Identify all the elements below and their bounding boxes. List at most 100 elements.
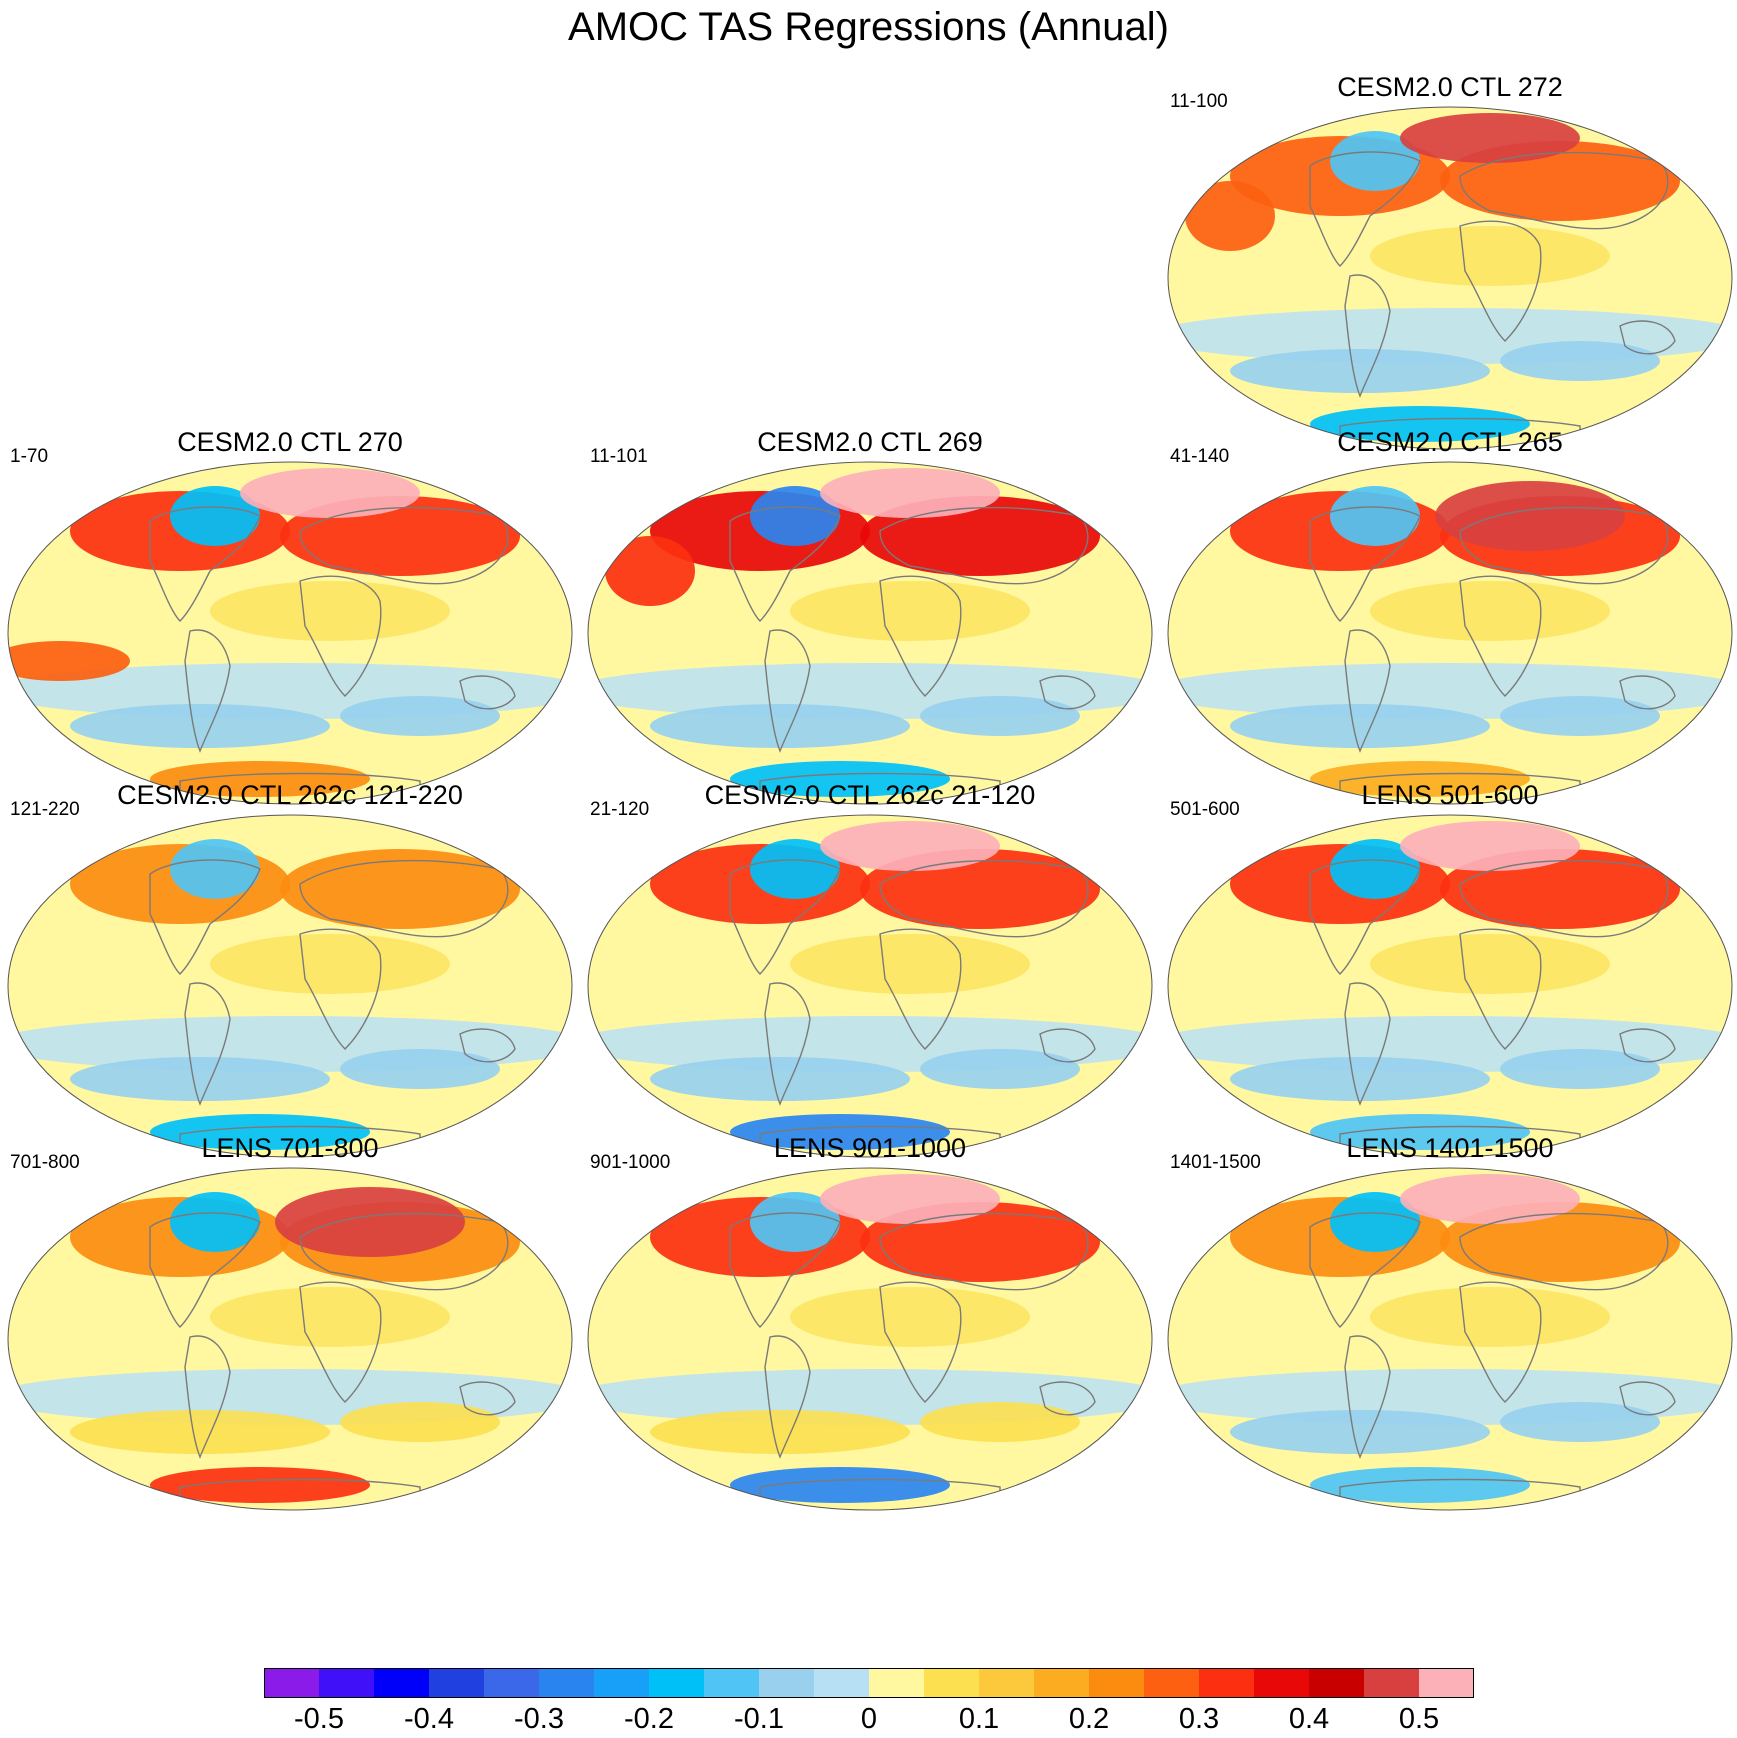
panel-period: 901-1000: [590, 1152, 671, 1173]
coastline: [759, 1125, 1001, 1157]
colorbar-box: [704, 1668, 760, 1698]
map-border: [7, 1167, 573, 1511]
coastline: [184, 629, 231, 753]
anomaly-region: [150, 761, 370, 797]
map-band: [790, 934, 1030, 994]
map-border: [587, 461, 1153, 805]
coastline: [299, 859, 509, 938]
anomaly-region: [1330, 839, 1420, 899]
coastline: [1459, 859, 1669, 938]
map-panel-ctl270: CESM2.0 CTL 270 1-70: [0, 425, 580, 825]
colorbar-tick-label: -0.2: [624, 1703, 674, 1735]
coastline: [1039, 1381, 1096, 1416]
coastline: [1339, 1125, 1581, 1157]
coastline: [184, 982, 231, 1106]
coastline: [459, 1028, 516, 1063]
colorbar-box: [484, 1668, 540, 1698]
coastline: [299, 506, 509, 585]
colorbar-tick-label: -0.3: [514, 1703, 564, 1735]
panel-title: CESM2.0 CTL 262c 121-220: [117, 780, 463, 810]
anomaly-region: [1500, 1402, 1660, 1442]
anomaly-region: [70, 1057, 330, 1101]
panel-title: CESM2.0 CTL 269: [757, 427, 983, 457]
panel-period: 501-600: [1170, 799, 1240, 820]
anomaly-region: [920, 696, 1080, 736]
anomaly-region: [150, 1114, 370, 1150]
map-band: [210, 934, 450, 994]
anomaly-region: [730, 1114, 950, 1150]
map-band: [210, 1287, 450, 1347]
map-band: [1370, 934, 1610, 994]
anomaly-region: [1400, 113, 1580, 163]
map-border: [1167, 461, 1733, 805]
colorbar-box: [869, 1668, 925, 1698]
colorbar-tick-label: -0.1: [734, 1703, 784, 1735]
anomaly-region: [650, 704, 910, 748]
panel-title: LENS 701-800: [201, 1133, 379, 1163]
coastline: [149, 1212, 261, 1328]
colorbar-box: [979, 1668, 1035, 1698]
colorbar-tick-label: 0.5: [1398, 1703, 1440, 1735]
coastline: [729, 1212, 841, 1328]
map-plot: [1167, 461, 1733, 805]
coastline: [1619, 675, 1676, 710]
coastline: [1309, 506, 1421, 622]
anomaly-region: [70, 704, 330, 748]
coastline: [1459, 1281, 1542, 1403]
map-band: [790, 1287, 1030, 1347]
colorbar-box: [1034, 1668, 1090, 1698]
anomaly-region: [340, 696, 500, 736]
panel-period: 21-120: [590, 799, 650, 820]
colorbar-box: [1309, 1668, 1365, 1698]
coastline: [1459, 1212, 1669, 1291]
panel-period: 1-70: [10, 446, 49, 467]
coastline: [149, 859, 261, 975]
anomaly-region: [1500, 696, 1660, 736]
panel-period: 1401-1500: [1170, 1152, 1261, 1173]
map-band: [1370, 226, 1610, 286]
panel-title: LENS 1401-1500: [1346, 1133, 1554, 1163]
colorbar-tick-label: 0.1: [958, 1703, 1000, 1735]
colorbar-box: [814, 1668, 870, 1698]
map-border: [7, 461, 573, 805]
anomaly-region: [1330, 1192, 1420, 1252]
anomaly-region: [750, 486, 840, 546]
anomaly-region: [340, 1402, 500, 1442]
coastline: [1309, 859, 1421, 975]
anomaly-region: [820, 1174, 1000, 1224]
coastline: [459, 675, 516, 710]
anomaly-region: [1310, 1114, 1530, 1150]
coastline: [1344, 274, 1391, 398]
map-band: [1370, 1287, 1610, 1347]
anomaly-region: [1500, 341, 1660, 381]
anomaly-region: [1400, 1174, 1580, 1224]
map-panel-lens901: LENS 901-1000 901-1000: [580, 1131, 1160, 1531]
colorbar-box: [1089, 1668, 1145, 1698]
panel-title: CESM2.0 CTL 270: [177, 427, 403, 457]
map-border: [1167, 1167, 1733, 1511]
anomaly-region: [1185, 181, 1275, 251]
coastline: [1039, 1028, 1096, 1063]
colorbar-tick-label: 0.3: [1178, 1703, 1220, 1735]
figure-title: AMOC TAS Regressions (Annual): [568, 5, 1169, 49]
coastline: [759, 1478, 1001, 1510]
colorbar-box: [429, 1668, 485, 1698]
colorbar-box: [1199, 1668, 1255, 1698]
coastline: [764, 629, 811, 753]
panel-title: LENS 501-600: [1361, 780, 1539, 810]
colorbar-box: [1419, 1668, 1474, 1698]
coastline: [1459, 506, 1669, 585]
anomaly-region: [340, 1049, 500, 1089]
panel-period: 121-220: [10, 799, 80, 820]
anomaly-region: [240, 468, 420, 518]
coastline: [149, 506, 261, 622]
coastline: [1344, 982, 1391, 1106]
anomaly-region: [1230, 349, 1490, 393]
coastline: [299, 575, 382, 697]
anomaly-region: [1230, 704, 1490, 748]
coastline: [879, 575, 962, 697]
coastline: [1339, 772, 1581, 804]
coastline: [1459, 220, 1542, 342]
anomaly-region: [70, 1410, 330, 1454]
coastline: [764, 982, 811, 1106]
